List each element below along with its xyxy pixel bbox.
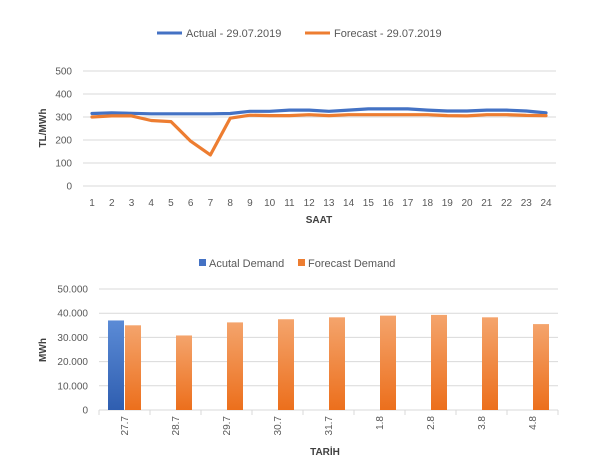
bar-chart-x-tick-labels: 27.7 28.7 29.7 30.7 31.7 1.8 2.8 3.8 4.8 (120, 416, 539, 436)
line-x-tick-label: 8 (227, 198, 233, 209)
line-y-tick-label: 200 (55, 136, 72, 147)
bar-actual-demand (108, 320, 124, 410)
bar-chart-x-axis-title: TARİH (310, 445, 340, 458)
bar-x-tick-label: 3.8 (477, 416, 488, 430)
bar-forecast-demand (176, 335, 192, 410)
legend-label-forecast: Forecast - 29.07.2019 (334, 28, 442, 40)
bar-x-tick-label: 30.7 (273, 416, 284, 436)
bar-chart-y-tick-labels: 0 10.000 20.000 30.000 40.000 50.000 (57, 285, 88, 417)
bar-x-tick-label: 28.7 (171, 416, 182, 436)
line-y-tick-label: 0 (66, 182, 72, 193)
legend-swatch-forecast-demand (298, 259, 305, 266)
legend-label-actual-demand: Acutal Demand (209, 258, 284, 270)
bar-chart-gridlines (98, 288, 559, 415)
bar-forecast-demand (482, 317, 498, 410)
line-chart-y-axis-title: TL/MWh (38, 109, 49, 148)
line-x-tick-label: 23 (521, 198, 533, 209)
line-y-tick-label: 400 (55, 90, 72, 101)
line-chart-series (90, 107, 548, 157)
line-x-tick-label: 4 (148, 198, 154, 209)
line-y-tick-label: 300 (55, 113, 72, 124)
line-x-tick-label: 14 (343, 198, 355, 209)
bar-y-tick-label: 30.000 (57, 333, 88, 344)
legend-label-actual: Actual - 29.07.2019 (186, 28, 281, 40)
line-x-tick-label: 22 (501, 198, 513, 209)
line-x-tick-label: 9 (247, 198, 253, 209)
line-chart-x-tick-labels: 1 2 3 4 5 6 7 8 9 10 11 12 13 14 15 16 17 18 19 20 21 22 23 24 (89, 198, 552, 209)
line-x-tick-label: 13 (323, 198, 335, 209)
line-chart: Actual - 29.07.2019 Forecast - 29.07.201… (38, 28, 556, 226)
bar-forecast-demand (431, 314, 447, 410)
line-y-tick-label: 100 (55, 159, 72, 170)
line-x-tick-label: 20 (461, 198, 473, 209)
line-x-tick-label: 6 (188, 198, 194, 209)
bar-y-tick-label: 20.000 (57, 357, 88, 368)
line-x-tick-label: 21 (481, 198, 493, 209)
bar-forecast-demand (533, 324, 549, 410)
line-x-tick-label: 3 (129, 198, 135, 209)
line-x-tick-label: 11 (284, 198, 295, 209)
line-x-tick-label: 1 (89, 198, 95, 209)
line-x-tick-label: 17 (402, 198, 414, 209)
bar-y-tick-label: 0 (82, 406, 88, 417)
line-series-forecast (90, 113, 548, 157)
line-x-tick-label: 10 (264, 198, 276, 209)
legend-swatch-actual-demand (199, 259, 206, 266)
line-x-tick-label: 12 (304, 198, 316, 209)
line-x-tick-label: 7 (208, 198, 214, 209)
bar-chart-y-axis-title: MWh (38, 338, 49, 362)
line-x-tick-label: 2 (109, 198, 115, 209)
bar-x-tick-label: 31.7 (324, 416, 335, 436)
line-chart-x-axis-title: SAAT (306, 215, 332, 226)
bar-x-tick-label: 4.8 (528, 416, 539, 430)
bar-forecast-demand (125, 325, 141, 410)
line-x-tick-label: 16 (383, 198, 395, 209)
bar-x-tick-label: 2.8 (426, 416, 437, 430)
bar-forecast-demand (278, 319, 294, 410)
line-x-tick-label: 15 (363, 198, 375, 209)
bar-forecast-demand (380, 315, 396, 410)
line-y-tick-label: 500 (55, 67, 72, 78)
line-chart-legend: Actual - 29.07.2019 Forecast - 29.07.201… (157, 28, 442, 40)
legend-label-forecast-demand: Forecast Demand (308, 258, 395, 270)
bar-y-tick-label: 50.000 (57, 285, 88, 296)
line-chart-y-tick-labels: 0 100 200 300 400 500 (55, 67, 72, 193)
line-chart-gridlines (83, 70, 556, 187)
line-series-actual (90, 107, 548, 116)
line-x-tick-label: 19 (442, 198, 454, 209)
bar-y-tick-label: 40.000 (57, 309, 88, 320)
bar-forecast-demand (329, 317, 345, 410)
line-x-tick-label: 5 (168, 198, 174, 209)
bar-chart-legend: Acutal Demand Forecast Demand (199, 258, 395, 270)
bar-forecast-demand (227, 322, 243, 410)
bar-y-tick-label: 10.000 (57, 381, 88, 392)
line-x-tick-label: 24 (540, 198, 552, 209)
bar-chart-bars (108, 314, 549, 410)
line-x-tick-label: 18 (422, 198, 434, 209)
bar-x-tick-label: 27.7 (120, 416, 131, 436)
bar-x-tick-label: 29.7 (222, 416, 233, 436)
bar-chart: Acutal Demand Forecast Demand 0 10.000 20.… (38, 258, 559, 458)
bar-x-tick-label: 1.8 (375, 416, 386, 430)
